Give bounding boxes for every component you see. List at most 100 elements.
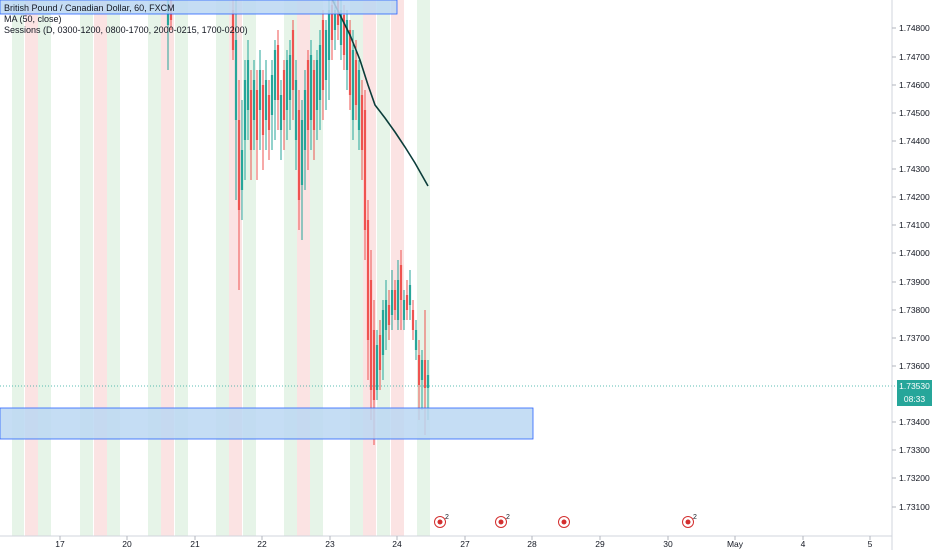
uk-flag-icon[interactable] bbox=[558, 516, 570, 528]
candle bbox=[249, 70, 253, 180]
time-tick-label: 30 bbox=[663, 539, 673, 549]
time-tick-label: May bbox=[727, 539, 744, 549]
time-tick-label: 29 bbox=[595, 539, 605, 549]
event-count: 2 bbox=[506, 514, 510, 521]
event-count: 2 bbox=[693, 514, 697, 521]
price-axis: 1.74800 1.74700 1.74600 1.74500 1.74400 1.743… bbox=[892, 23, 930, 512]
candle bbox=[297, 90, 301, 230]
session-stripe bbox=[417, 0, 430, 536]
candle bbox=[357, 60, 361, 150]
time-tick-label: 4 bbox=[801, 539, 806, 549]
supply-zone[interactable] bbox=[0, 0, 398, 15]
time-axis: 17 20 21 22 23 24 27 28 29 30 May 4 5 bbox=[55, 536, 873, 549]
price-tick-label: 1.74300 bbox=[899, 164, 930, 174]
candle bbox=[393, 280, 397, 320]
session-stripe bbox=[243, 0, 256, 536]
ma-line bbox=[331, 0, 429, 187]
canada-flag-icon[interactable]: 2 bbox=[495, 514, 511, 528]
candle bbox=[303, 70, 307, 190]
candle bbox=[345, 10, 349, 90]
session-stripe bbox=[216, 0, 229, 536]
candle bbox=[399, 250, 403, 330]
candle bbox=[354, 40, 358, 120]
uk-flag-icon[interactable]: 2 bbox=[682, 514, 698, 528]
symbol-title[interactable]: British Pound / Canadian Dollar, 60, FXC… bbox=[4, 3, 175, 13]
price-tick-label: 1.73800 bbox=[899, 305, 930, 315]
session-stripe bbox=[363, 0, 376, 536]
candle bbox=[237, 80, 241, 290]
ma-indicator-title[interactable]: MA (50, close) bbox=[4, 14, 62, 24]
price-tick-label: 1.74200 bbox=[899, 192, 930, 202]
session-stripe bbox=[297, 0, 310, 536]
candle bbox=[294, 60, 298, 170]
candle bbox=[375, 330, 379, 400]
candle bbox=[366, 200, 370, 380]
candle bbox=[288, 40, 292, 130]
time-tick-label: 28 bbox=[527, 539, 537, 549]
candle bbox=[351, 30, 355, 140]
candle bbox=[312, 60, 316, 160]
price-tick-label: 1.73100 bbox=[899, 502, 930, 512]
candle bbox=[285, 50, 289, 140]
price-tick-label: 1.74400 bbox=[899, 136, 930, 146]
candle bbox=[414, 320, 418, 360]
candle bbox=[402, 290, 406, 330]
candle bbox=[363, 90, 367, 260]
candle bbox=[258, 50, 262, 150]
candle bbox=[321, 10, 325, 120]
time-tick-label: 17 bbox=[55, 539, 65, 549]
canada-flag-icon[interactable]: 2 bbox=[434, 514, 450, 528]
candle bbox=[360, 80, 364, 180]
candle bbox=[381, 300, 385, 380]
session-stripe bbox=[94, 0, 107, 536]
session-stripe bbox=[107, 0, 120, 536]
candle bbox=[291, 20, 295, 120]
candle bbox=[384, 280, 388, 350]
sessions-indicator-title[interactable]: Sessions (D, 0300-1200, 0800-1700, 2000-… bbox=[4, 25, 248, 35]
session-stripe bbox=[310, 0, 323, 536]
session-stripe bbox=[12, 0, 24, 536]
time-tick-label: 22 bbox=[257, 539, 267, 549]
price-tick-label: 1.73700 bbox=[899, 333, 930, 343]
candle bbox=[270, 60, 274, 150]
session-stripe bbox=[161, 0, 174, 536]
candle bbox=[327, 0, 331, 100]
candle bbox=[342, 5, 346, 70]
time-tick-label: 21 bbox=[190, 539, 200, 549]
price-tick-label: 1.73600 bbox=[899, 361, 930, 371]
candle bbox=[309, 40, 313, 150]
candle bbox=[243, 60, 247, 180]
candle bbox=[240, 100, 244, 220]
candle bbox=[264, 60, 268, 150]
candle bbox=[252, 60, 256, 150]
event-count: 2 bbox=[445, 514, 449, 521]
candle bbox=[396, 260, 400, 330]
price-tick-label: 1.74800 bbox=[899, 23, 930, 33]
time-tick-label: 5 bbox=[868, 539, 873, 549]
time-tick-label: 24 bbox=[392, 539, 402, 549]
candle bbox=[408, 270, 412, 320]
candle bbox=[390, 270, 394, 330]
session-stripe bbox=[148, 0, 161, 536]
candle bbox=[318, 30, 322, 130]
candle bbox=[255, 70, 259, 180]
candle bbox=[420, 350, 424, 410]
price-tick-label: 1.74600 bbox=[899, 80, 930, 90]
price-tick-label: 1.73300 bbox=[899, 445, 930, 455]
time-tick-label: 27 bbox=[460, 539, 470, 549]
session-stripe bbox=[80, 0, 93, 536]
economic-events: 2 2 2 bbox=[434, 514, 698, 528]
candle bbox=[246, 40, 250, 140]
bar-countdown-label: 08:33 bbox=[897, 393, 932, 406]
candle bbox=[324, 20, 328, 110]
candle bbox=[315, 50, 319, 140]
candle bbox=[300, 100, 304, 240]
time-tick-label: 20 bbox=[122, 539, 132, 549]
demand-zone[interactable] bbox=[0, 407, 534, 440]
price-tick-label: 1.74500 bbox=[899, 108, 930, 118]
price-tick-label: 1.73900 bbox=[899, 277, 930, 287]
candle bbox=[411, 300, 415, 340]
candle bbox=[387, 290, 391, 340]
session-stripe bbox=[38, 0, 51, 536]
